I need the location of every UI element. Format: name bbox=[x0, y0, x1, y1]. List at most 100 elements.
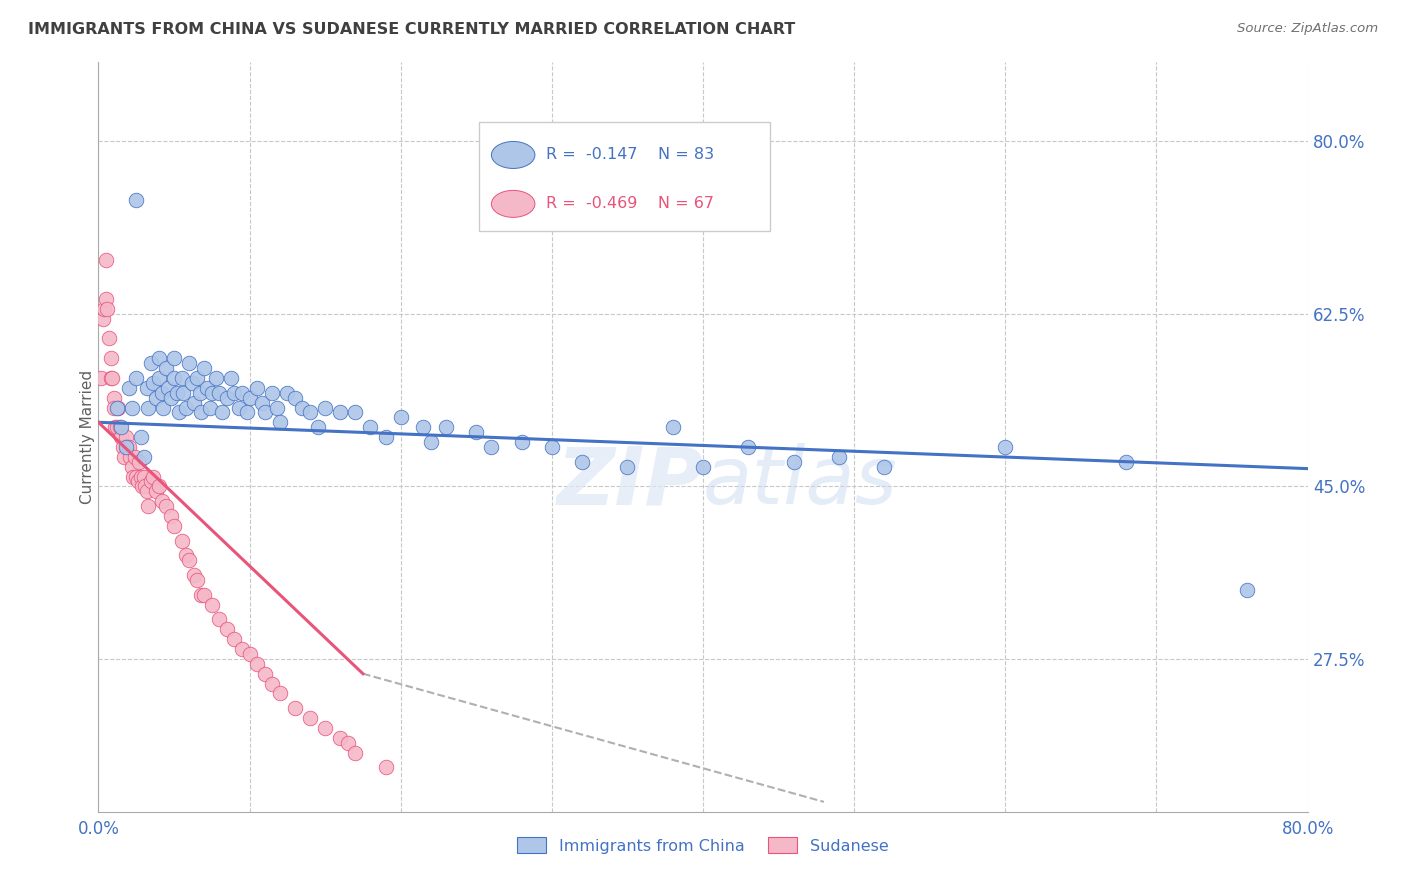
Point bbox=[183, 395, 205, 409]
Point bbox=[201, 598, 224, 612]
Point bbox=[266, 401, 288, 415]
Point bbox=[510, 435, 533, 450]
Point bbox=[152, 401, 174, 415]
Point bbox=[873, 459, 896, 474]
Point bbox=[329, 405, 352, 419]
Point bbox=[329, 731, 352, 745]
Point bbox=[121, 459, 143, 474]
Point bbox=[465, 425, 488, 439]
Point bbox=[120, 450, 142, 464]
Point bbox=[110, 430, 132, 444]
Point bbox=[661, 420, 683, 434]
Point bbox=[170, 533, 193, 548]
Point bbox=[284, 391, 307, 405]
Point bbox=[94, 292, 117, 306]
Point bbox=[262, 385, 284, 400]
Point bbox=[110, 420, 132, 434]
Point bbox=[94, 252, 117, 267]
Point bbox=[374, 760, 396, 774]
Point bbox=[481, 440, 503, 454]
Point bbox=[150, 385, 173, 400]
Point bbox=[132, 450, 155, 464]
Point bbox=[200, 401, 222, 415]
Point bbox=[276, 385, 298, 400]
Point bbox=[105, 401, 128, 415]
Point bbox=[215, 391, 238, 405]
Circle shape bbox=[492, 190, 534, 218]
Point bbox=[221, 371, 243, 385]
Point bbox=[783, 455, 806, 469]
Point bbox=[114, 430, 136, 444]
Point bbox=[155, 361, 177, 376]
Text: R =  -0.469    N = 67: R = -0.469 N = 67 bbox=[546, 196, 714, 211]
Point bbox=[135, 381, 157, 395]
Point bbox=[246, 657, 269, 671]
Point bbox=[262, 676, 284, 690]
Point bbox=[163, 518, 186, 533]
Point bbox=[118, 440, 141, 454]
Point bbox=[125, 194, 148, 208]
Point bbox=[374, 430, 396, 444]
Point bbox=[172, 385, 194, 400]
Point bbox=[127, 475, 149, 489]
Point bbox=[215, 623, 238, 637]
Point bbox=[179, 553, 201, 567]
Point bbox=[174, 549, 197, 563]
Point bbox=[129, 469, 152, 483]
Point bbox=[142, 469, 165, 483]
Point bbox=[186, 573, 208, 587]
Point bbox=[160, 508, 183, 523]
Point bbox=[228, 401, 250, 415]
Point bbox=[235, 405, 257, 419]
Point bbox=[122, 469, 145, 483]
Point bbox=[253, 405, 276, 419]
Point bbox=[616, 459, 638, 474]
Point bbox=[179, 356, 201, 370]
Point bbox=[115, 440, 138, 454]
Point bbox=[1115, 455, 1137, 469]
Point bbox=[246, 381, 269, 395]
Point bbox=[148, 371, 170, 385]
Point bbox=[148, 479, 170, 493]
Point bbox=[145, 484, 167, 499]
Point bbox=[104, 420, 127, 434]
Text: ZIP: ZIP bbox=[555, 443, 703, 521]
Point bbox=[103, 401, 125, 415]
Y-axis label: Currently Married: Currently Married bbox=[80, 370, 94, 504]
Text: R =  -0.147    N = 83: R = -0.147 N = 83 bbox=[546, 147, 714, 162]
Point bbox=[994, 440, 1017, 454]
Point bbox=[145, 391, 167, 405]
Point bbox=[103, 391, 125, 405]
Point bbox=[344, 746, 367, 760]
Point bbox=[336, 736, 359, 750]
Point bbox=[141, 475, 163, 489]
Point bbox=[114, 440, 136, 454]
Point bbox=[90, 371, 112, 385]
Circle shape bbox=[492, 142, 534, 169]
Point bbox=[692, 459, 714, 474]
Point bbox=[299, 405, 322, 419]
Point bbox=[163, 371, 186, 385]
Point bbox=[291, 401, 314, 415]
Point bbox=[155, 499, 177, 513]
Point bbox=[314, 401, 336, 415]
Point bbox=[195, 381, 218, 395]
Point bbox=[150, 494, 173, 508]
Point bbox=[183, 568, 205, 582]
Point bbox=[188, 385, 211, 400]
Point bbox=[108, 420, 131, 434]
Point bbox=[239, 647, 262, 661]
Point bbox=[284, 701, 307, 715]
Point bbox=[121, 401, 143, 415]
Point bbox=[250, 395, 273, 409]
Legend: Immigrants from China, Sudanese: Immigrants from China, Sudanese bbox=[510, 830, 896, 860]
Point bbox=[98, 331, 121, 345]
Point bbox=[100, 371, 122, 385]
Point bbox=[156, 381, 179, 395]
Point bbox=[190, 405, 212, 419]
Point bbox=[96, 301, 118, 316]
Point bbox=[141, 356, 163, 370]
Point bbox=[131, 479, 153, 493]
Point bbox=[124, 450, 146, 464]
Text: Source: ZipAtlas.com: Source: ZipAtlas.com bbox=[1237, 22, 1378, 36]
